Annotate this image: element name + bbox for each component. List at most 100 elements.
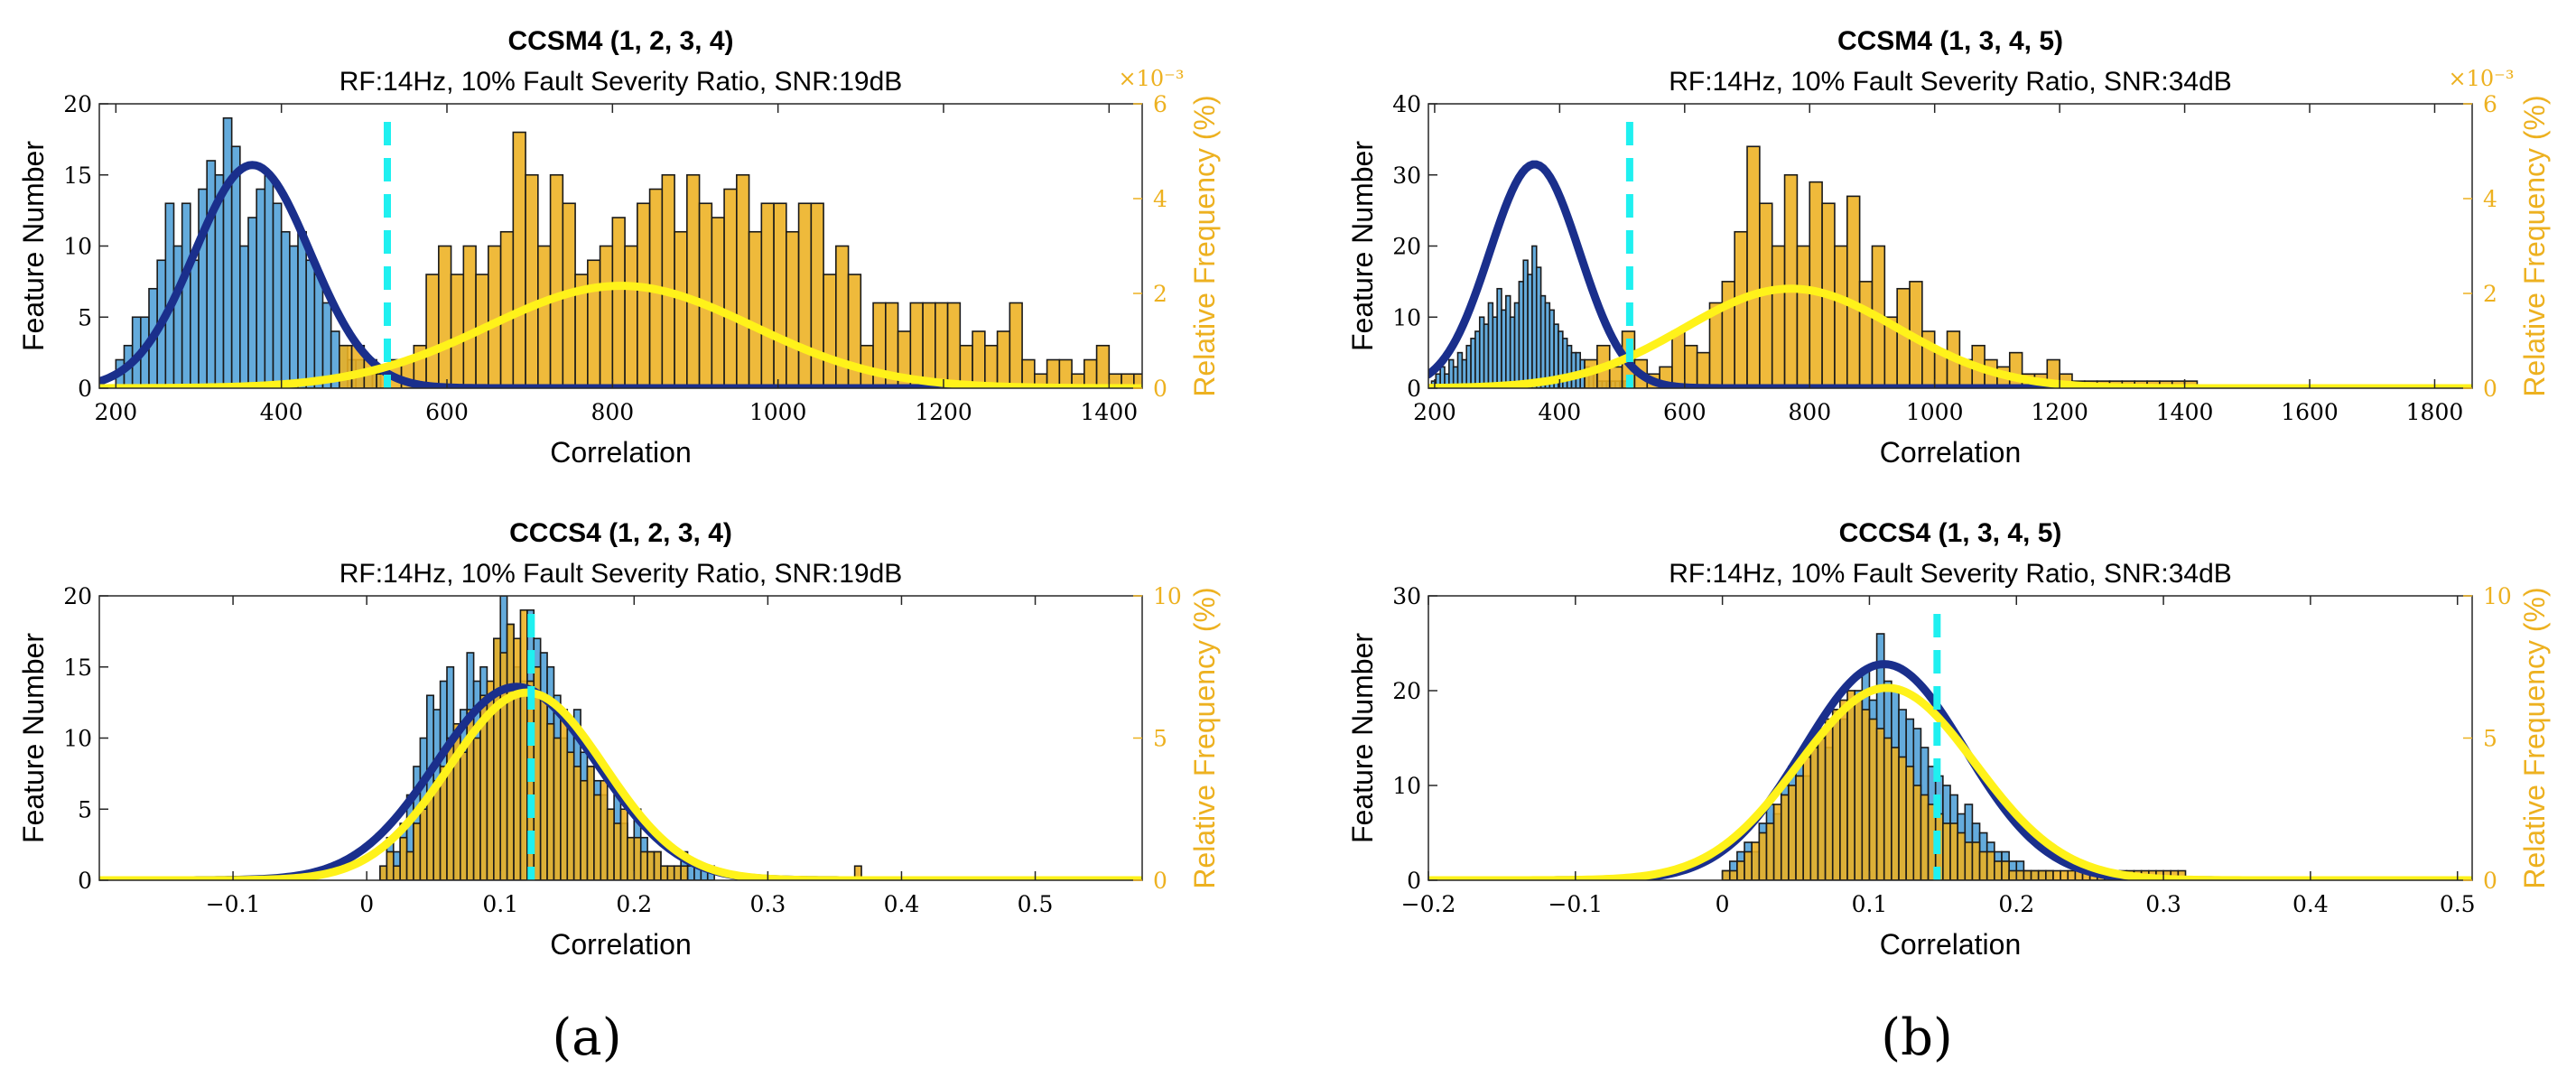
caption-b: (b) xyxy=(1881,1008,1953,1067)
histogram-bar xyxy=(392,865,401,880)
x-tick-label: 0.2 xyxy=(616,891,652,917)
histogram-bar xyxy=(2030,869,2040,880)
histogram-bar xyxy=(297,230,307,388)
x-tick-label: 1200 xyxy=(2031,399,2088,425)
histogram-faulty xyxy=(379,609,862,880)
histogram-bar xyxy=(847,274,862,388)
histogram-bar xyxy=(537,245,552,388)
y-tick-label-right: 5 xyxy=(1153,726,1167,752)
y-tick-label: 10 xyxy=(1392,304,1421,330)
histogram-bar xyxy=(1817,737,1827,880)
histogram-bar xyxy=(289,245,299,388)
histogram-bar xyxy=(1971,841,1981,880)
histogram-bar xyxy=(748,230,763,388)
histogram-bar xyxy=(1728,869,1738,880)
histogram-bar xyxy=(1942,822,1951,880)
histogram-bar xyxy=(438,245,452,388)
y-tick-label: 0 xyxy=(78,868,92,894)
histogram-bar xyxy=(2008,869,2018,880)
y-tick-label-right: 4 xyxy=(1153,186,1167,212)
histogram-bar xyxy=(773,202,787,388)
y-axis-label: Feature Number xyxy=(17,633,50,843)
histogram-bar xyxy=(247,217,257,388)
histogram-bar xyxy=(1696,351,1711,388)
plot-area xyxy=(1428,614,2472,880)
histogram-bar xyxy=(606,808,615,880)
chart-title: CCSM4 (1, 2, 3, 4) xyxy=(507,26,733,56)
chart-subtitle: RF:14Hz, 10% Fault Severity Ratio, SNR:3… xyxy=(1669,559,2232,589)
histogram-bar xyxy=(1949,822,1958,880)
histogram-bar xyxy=(1744,850,1753,880)
chart-panel-2: 200 400 600 800 1000 1200 1400 1600 180001020304… xyxy=(1346,26,2551,469)
histogram-bar xyxy=(239,245,249,388)
x-tick-label: 0.4 xyxy=(884,891,920,917)
histogram-bar xyxy=(1809,181,1823,388)
chart-subtitle: RF:14Hz, 10% Fault Severity Ratio, SNR:1… xyxy=(339,559,903,589)
y-tick-label: 0 xyxy=(78,376,92,402)
histogram-bar xyxy=(587,259,601,388)
histogram-bar xyxy=(2008,351,2023,388)
histogram-bar xyxy=(633,836,642,880)
y-axis-label-right: Relative Frequency (%) xyxy=(2518,95,2551,396)
chart-title: CCCS4 (1, 3, 4, 5) xyxy=(1839,518,2062,548)
x-tick-label: 400 xyxy=(1539,399,1582,425)
x-tick-label: 1800 xyxy=(2406,399,2464,425)
histogram-bar xyxy=(566,751,575,880)
histogram-bar xyxy=(181,202,191,388)
histogram-bar xyxy=(646,850,656,880)
histogram-bar xyxy=(1736,860,1745,880)
histogram-bar xyxy=(1771,245,1786,388)
histogram-bar xyxy=(1846,195,1861,388)
y-tick-label-right: 0 xyxy=(2483,868,2497,894)
histogram-bar xyxy=(686,865,695,880)
x-tick-label: 0.1 xyxy=(482,891,518,917)
histogram-bar xyxy=(1905,766,1915,880)
histogram-bar xyxy=(1746,145,1761,388)
y-tick-label-right: 0 xyxy=(2483,376,2497,402)
histogram-bar xyxy=(1788,785,1797,880)
x-tick-label: −0.1 xyxy=(1548,891,1603,917)
x-tick-label: −0.1 xyxy=(206,891,261,917)
histogram-bar xyxy=(2052,869,2061,880)
histogram-bar xyxy=(660,865,669,880)
x-tick-label: 800 xyxy=(1788,399,1831,425)
histogram-bar xyxy=(1095,344,1111,388)
chart-panel-3: −0.1 0 0.1 0.2 0.3 0.4 0.5 0 5 10 15 20 0 5 10 CCCS4 (1… xyxy=(17,518,1221,961)
x-tick-label: 0.4 xyxy=(2292,891,2329,917)
histogram-bar xyxy=(2060,869,2069,880)
y-tick-label: 10 xyxy=(1392,773,1421,799)
histogram-bar xyxy=(1765,822,1775,880)
histogram-bar xyxy=(1734,230,1748,388)
histogram-bar xyxy=(425,274,440,388)
histogram-bar xyxy=(2023,869,2032,880)
y-tick-label-right: 2 xyxy=(2483,281,2497,307)
y-tick-label: 0 xyxy=(1407,376,1421,402)
y-axis-label-right: Relative Frequency (%) xyxy=(1188,587,1221,888)
histogram-bar xyxy=(946,302,962,388)
histogram-bar xyxy=(1891,747,1900,880)
histogram-bar xyxy=(760,202,775,388)
histogram-bar xyxy=(1009,302,1023,388)
histogram-bar xyxy=(1684,344,1698,388)
histogram-bar xyxy=(1861,709,1871,880)
histogram-bar xyxy=(425,794,434,880)
y-tick-label: 20 xyxy=(1392,234,1421,260)
y-tick-label: 10 xyxy=(63,726,92,752)
histogram-bar xyxy=(1839,699,1848,880)
histogram-bar xyxy=(1985,850,1995,880)
histogram-bar xyxy=(674,230,688,388)
histogram-bar xyxy=(1780,794,1790,880)
histogram-bar xyxy=(1721,281,1735,388)
histogram-bar xyxy=(698,202,713,388)
x-tick-label: 0 xyxy=(1716,891,1730,917)
histogram-bar xyxy=(405,850,414,880)
faulty-fit-curve xyxy=(99,282,1142,388)
y-tick-label: 20 xyxy=(63,583,92,609)
y-tick-label: 20 xyxy=(1392,678,1421,704)
histogram-bar xyxy=(2067,869,2077,880)
healthy-fit-curve xyxy=(99,161,1142,388)
histogram-bar xyxy=(1858,281,1874,388)
histogram-bar xyxy=(462,245,477,388)
histogram-bar xyxy=(1824,718,1834,880)
histogram-bar xyxy=(1978,850,1988,880)
